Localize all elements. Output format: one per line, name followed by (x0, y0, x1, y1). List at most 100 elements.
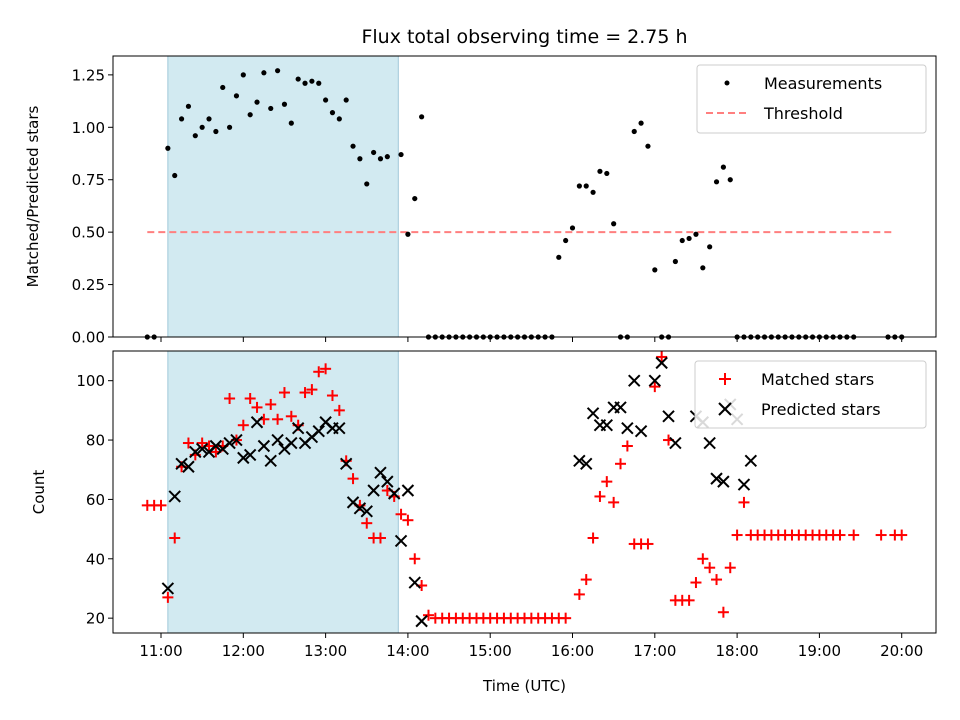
matched-star-point (594, 490, 606, 502)
top-plot-frame (112, 55, 937, 338)
matched-star-point (896, 529, 908, 541)
measurement-point (364, 181, 370, 187)
matched-legend-marker (719, 373, 731, 385)
measurement-point (384, 154, 390, 160)
matched-star-point (374, 532, 386, 544)
predicted-star-point (243, 448, 257, 462)
measurement-point (638, 120, 644, 126)
predicted-star-point (237, 451, 250, 465)
predicted-star-point (580, 457, 593, 471)
measurement-point (206, 116, 212, 122)
predicted-star-point (387, 487, 401, 500)
predicted-star-point (662, 410, 675, 423)
predicted-star-point (360, 505, 373, 518)
bottom-y-tick-label: 60 (86, 491, 105, 509)
measurement-point (679, 237, 685, 244)
bottom-y-tick-label: 20 (86, 610, 105, 628)
top-y-tick-label: 0.00 (72, 329, 105, 347)
measurement-point (700, 265, 706, 271)
top-y-tick-label: 1.00 (72, 119, 105, 137)
predicted-star-point (634, 424, 648, 438)
measurements-legend-label: Measurements (764, 74, 882, 93)
measurement-point (412, 195, 418, 202)
measurement-point (323, 97, 329, 103)
matched-star-point (155, 499, 167, 511)
predicted-star-point (381, 475, 394, 488)
top-x-ticks (160, 337, 903, 342)
measurement-point (672, 258, 678, 265)
predicted-star-point (333, 421, 346, 435)
measurement-point (281, 101, 288, 107)
measurement-point (343, 97, 349, 103)
x-tick-label: 12:00 (222, 642, 265, 660)
measurement-point (275, 68, 281, 74)
predicted-star-point (161, 582, 175, 595)
measurement-point (233, 93, 240, 99)
matched-star-point (834, 529, 846, 541)
predicted-star-point (353, 502, 367, 515)
predicted-star-point (182, 460, 195, 473)
measurement-point (268, 105, 274, 112)
matched-star-point (580, 574, 592, 586)
measurement-point (583, 183, 589, 189)
measurement-point (261, 70, 267, 76)
predicted-legend-marker (718, 402, 732, 416)
x-tick-label: 13:00 (304, 642, 347, 660)
bottom-x-ticks: 11:00 12:00 13:00 14:00 15:00 16:00 17:00 18:00… (139, 633, 923, 660)
matched-star-point (285, 410, 297, 422)
x-tick-label: 20:00 (880, 642, 923, 660)
predicted-star-point (408, 576, 421, 589)
predicted-star-point (600, 419, 614, 432)
predicted-star-point (257, 439, 271, 453)
matched-star-point (196, 437, 208, 449)
top-legend: Measurements Threshold (696, 64, 927, 134)
predicted-star-point (655, 356, 668, 370)
matched-star-point (409, 553, 421, 565)
matched-star-point (615, 458, 627, 470)
matched-star-point (683, 594, 695, 606)
measurement-point (254, 99, 260, 105)
matched-star-point (320, 363, 332, 375)
matched-star-point (361, 517, 373, 529)
matched-star-point (422, 609, 434, 621)
x-tick-label: 19:00 (798, 642, 841, 660)
measurement-point (213, 128, 219, 135)
x-tick-label: 16:00 (551, 642, 594, 660)
measurement-point (652, 267, 658, 273)
predicted-star-points (161, 356, 758, 628)
predicted-star-point (168, 490, 181, 503)
top-panel: 0.00 0.25 0.50 0.75 1.00 1.25 Flux total obse… (24, 26, 937, 347)
predicted-star-point (264, 454, 277, 468)
matched-star-point (560, 612, 572, 624)
measurement-point (316, 80, 322, 86)
measurement-point (302, 80, 308, 86)
measurement-point (357, 156, 363, 162)
measurement-point (713, 179, 720, 185)
bottom-y-ticks: 20 40 60 80 100 (76, 372, 113, 628)
measurement-point (309, 78, 315, 84)
matched-star-point (169, 532, 181, 544)
predicted-star-point (271, 433, 284, 447)
measurement-point (604, 170, 610, 177)
matched-star-point (711, 574, 723, 586)
matched-star-point (697, 553, 709, 565)
predicted-legend-label: Predicted stars (761, 400, 881, 419)
measurement-point (556, 254, 562, 260)
measurement-point (240, 72, 246, 78)
matched-star-point (272, 413, 284, 425)
x-axis-label: Time (UTC) (482, 677, 566, 695)
predicted-star-point (195, 442, 209, 456)
predicted-star-point (250, 416, 264, 429)
bottom-legend-box (694, 360, 927, 429)
measurement-point (220, 84, 226, 91)
predicted-star-point (573, 454, 586, 468)
matched-star-point (875, 529, 887, 541)
matched-legend-label: Matched stars (761, 370, 874, 389)
top-legend-box (696, 64, 927, 134)
measurement-point (377, 156, 384, 162)
matched-star-point (182, 437, 194, 449)
matched-star-point (306, 384, 318, 396)
predicted-star-point (230, 433, 243, 447)
matched-star-point (244, 392, 256, 404)
bottom-legend: Matched stars Predicted stars (694, 360, 927, 429)
